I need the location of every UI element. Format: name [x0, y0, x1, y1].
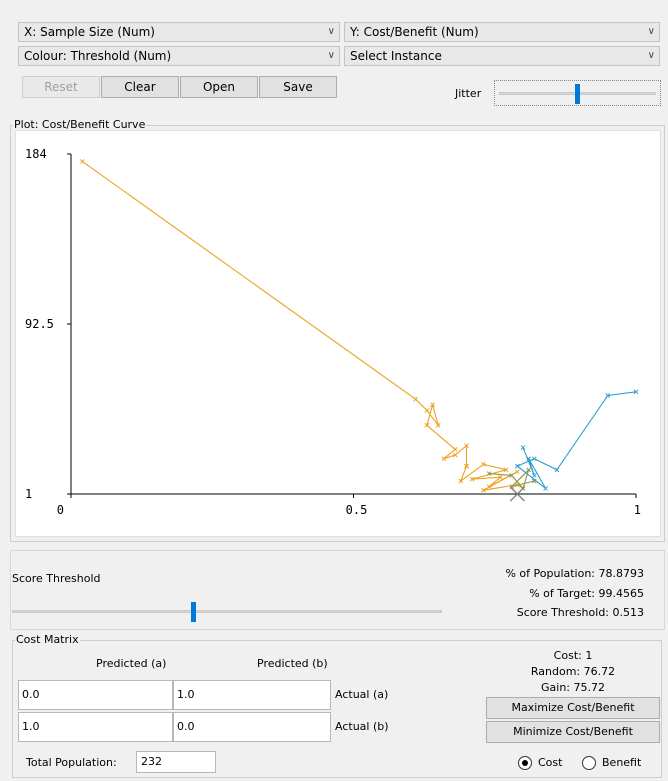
x-tick-label: 1	[634, 503, 641, 517]
data-point	[486, 484, 492, 489]
data-point	[413, 396, 419, 402]
random-text: Random: 76.72	[530, 665, 616, 678]
data-point	[509, 473, 515, 478]
data-point	[469, 476, 475, 482]
x-axis-select-label: X: Sample Size (Num)	[24, 25, 155, 39]
clear-button[interactable]: Clear	[101, 76, 179, 98]
chevron-down-icon: ∨	[647, 50, 655, 61]
cost-matrix-group: Cost Matrix	[12, 633, 662, 778]
data-point	[531, 456, 537, 462]
threshold-panel	[10, 550, 665, 630]
cost-text: Cost: 1	[553, 649, 593, 662]
matrix-cell-ba[interactable]: 1.0	[18, 712, 173, 742]
colour-select-label: Colour: Threshold (Num)	[24, 49, 172, 63]
reset-button[interactable]: Reset	[22, 76, 100, 98]
chevron-down-icon: ∨	[647, 26, 655, 37]
data-point	[633, 389, 639, 395]
data-point	[430, 402, 435, 408]
plot-group-title: Plot: Cost/Benefit Curve	[13, 118, 147, 132]
x-tick-label: 0.5	[346, 503, 368, 517]
data-point	[531, 473, 537, 478]
matrix-cell-aa[interactable]: 0.0	[18, 680, 173, 710]
chevron-down-icon: ∨	[327, 50, 335, 61]
data-point	[424, 408, 430, 413]
score-threshold-track	[12, 610, 442, 613]
maximize-cost-benefit-button[interactable]: Maximize Cost/Benefit	[486, 697, 660, 719]
matrix-cell-ab[interactable]: 1.0	[173, 680, 331, 710]
score-threshold-thumb[interactable]	[191, 602, 196, 622]
open-button[interactable]: Open	[180, 76, 258, 98]
jitter-slider-thumb[interactable]	[575, 84, 580, 104]
data-point	[531, 478, 537, 484]
cost-radio[interactable]	[518, 756, 532, 770]
y-tick-label: 92.5	[25, 317, 54, 331]
cost-matrix-title: Cost Matrix	[15, 633, 80, 647]
cost-benefit-chart: 184 92.5 1 0 0.5 1	[25, 147, 641, 517]
matrix-cell-bb[interactable]: 0.0	[173, 712, 331, 742]
data-point	[520, 445, 526, 450]
x-axis-select[interactable]: X: Sample Size (Num) ∨	[18, 22, 340, 42]
pct-target-text: % of Target: 99.4565	[529, 587, 644, 600]
instance-select[interactable]: Select Instance ∨	[344, 46, 660, 66]
data-point	[498, 474, 503, 480]
total-population-field[interactable]: 232	[136, 751, 216, 773]
benefit-radio-label[interactable]: Benefit	[602, 756, 642, 769]
series-line	[489, 469, 535, 490]
data-point	[481, 461, 486, 467]
actual-b-label: Actual (b)	[335, 720, 389, 733]
series-line	[81, 160, 468, 467]
data-point	[514, 463, 520, 469]
jitter-slider[interactable]	[494, 80, 661, 106]
actual-a-label: Actual (a)	[335, 688, 389, 701]
plot-area[interactable]: 184 92.5 1 0 0.5 1	[15, 130, 661, 537]
x-tick-label: 0	[57, 503, 64, 517]
data-point	[441, 456, 447, 462]
score-threshold-label: Score Threshold	[12, 572, 101, 585]
data-point	[481, 487, 486, 493]
data-point	[424, 422, 430, 428]
benefit-radio[interactable]	[582, 756, 596, 770]
score-threshold-text: Score Threshold: 0.513	[516, 606, 644, 619]
data-point	[452, 452, 458, 458]
jitter-label: Jitter	[455, 87, 482, 100]
colour-select[interactable]: Colour: Threshold (Num) ∨	[18, 46, 340, 66]
data-point	[514, 469, 520, 475]
data-point	[554, 467, 560, 473]
predicted-a-header: Predicted (a)	[96, 657, 167, 670]
instance-select-label: Select Instance	[350, 49, 442, 63]
chevron-down-icon: ∨	[327, 26, 335, 37]
data-point	[435, 422, 441, 428]
data-point	[503, 467, 509, 473]
data-point	[526, 467, 532, 473]
plot-group: Plot: Cost/Benefit Curve	[10, 118, 665, 542]
data-point	[464, 463, 469, 469]
threshold-marker	[509, 486, 525, 502]
y-tick-label: 1	[25, 487, 32, 501]
score-threshold-slider[interactable]	[12, 600, 442, 624]
data-point	[458, 478, 464, 484]
total-population-label: Total Population:	[26, 756, 117, 769]
data-point	[486, 471, 492, 476]
predicted-b-header: Predicted (b)	[257, 657, 328, 670]
data-point	[452, 447, 458, 452]
gain-text: Gain: 75.72	[541, 681, 605, 694]
minimize-cost-benefit-button[interactable]: Minimize Cost/Benefit	[486, 721, 660, 743]
cost-radio-label[interactable]: Cost	[538, 756, 563, 769]
data-point	[543, 486, 548, 491]
data-point	[526, 456, 532, 462]
data-point	[79, 159, 85, 164]
y-tick-label: 184	[25, 147, 47, 161]
y-axis-select[interactable]: Y: Cost/Benefit (Num) ∨	[344, 22, 660, 42]
save-button[interactable]: Save	[259, 76, 337, 98]
data-point	[605, 393, 611, 398]
y-axis-select-label: Y: Cost/Benefit (Num)	[350, 25, 479, 39]
pct-population-text: % of Population: 78.8793	[505, 567, 644, 580]
data-point	[464, 443, 469, 449]
